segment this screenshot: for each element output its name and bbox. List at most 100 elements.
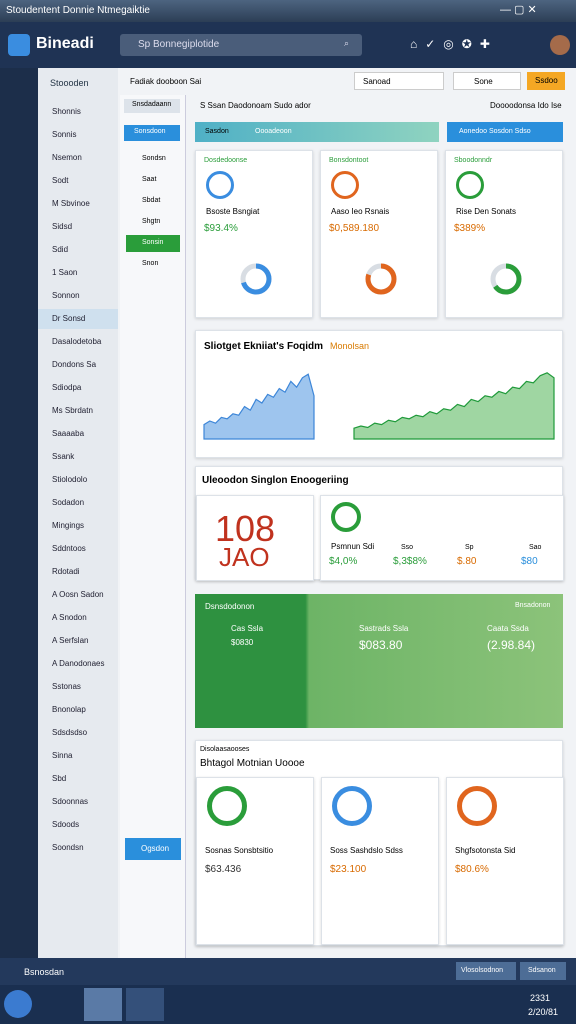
sidebar-item[interactable]: Sbd xyxy=(38,769,118,789)
sidebar-item[interactable]: A Serfslan xyxy=(38,631,118,651)
sidebar-item[interactable]: Sonnis xyxy=(38,125,118,145)
sidebar-item[interactable]: Sdsdsdso xyxy=(38,723,118,743)
banner-label: Sastrads Ssla xyxy=(359,624,409,633)
subnav-item[interactable]: Saat xyxy=(126,172,180,189)
sidebar-item[interactable]: Sodadon xyxy=(38,493,118,513)
app-bar: Bsnosdan Vlosolsodnon Sdsanon xyxy=(0,958,576,985)
sidebar-item[interactable]: Sonnon xyxy=(38,286,118,306)
banner-value: $0830 xyxy=(231,638,254,647)
sidebar-item[interactable]: Sstonas xyxy=(38,677,118,697)
sidebar-item-text: Sdid xyxy=(52,245,69,254)
sidebar-item[interactable]: Bnonolap xyxy=(38,700,118,720)
subnav-bottom[interactable]: Ogsdon xyxy=(125,838,181,860)
kpi-card: Sboodonndr Rise Den Sonats $389% xyxy=(445,150,563,318)
sidebar-item[interactable]: Dasalodetoba xyxy=(38,332,118,352)
select[interactable]: Sone xyxy=(453,72,521,90)
subnav-item[interactable]: Sbdat xyxy=(126,193,180,210)
sidebar-item[interactable]: A Danodonaes xyxy=(38,654,118,674)
tab[interactable]: Oooadeoon xyxy=(255,128,292,135)
taskbar-app[interactable] xyxy=(126,988,164,1021)
select[interactable]: Sanoad xyxy=(354,72,444,90)
status-caption: Sao xyxy=(529,544,542,551)
sidebar-item[interactable]: 1 Saon xyxy=(38,263,118,283)
kpi-icon xyxy=(331,171,359,199)
sidebar-item[interactable]: Mingings xyxy=(38,516,118,536)
sidebar-item[interactable]: Sinna xyxy=(38,746,118,766)
sidebar-item[interactable]: Saaaaba xyxy=(38,424,118,444)
sidebar-item[interactable]: Dr Sonsd xyxy=(38,309,118,329)
sidebar-item-text: 1 Saon xyxy=(52,268,78,277)
kpi-value: $93.4% xyxy=(204,223,238,234)
subnav-item[interactable]: Snon xyxy=(126,256,180,273)
subnav: Snsdadaann Sonsdoon Ogsdon Sondsn Saat Sbda… xyxy=(120,95,186,958)
window-controls[interactable]: — ▢ ✕ xyxy=(500,4,537,16)
sidebar-item[interactable]: Sdid xyxy=(38,240,118,260)
area-series xyxy=(203,373,315,440)
sidebar-item[interactable]: Stiolodolo xyxy=(38,470,118,490)
sidebar-item[interactable]: Sdiodpa xyxy=(38,378,118,398)
sidebar-item[interactable]: Shonnis xyxy=(38,102,118,122)
tab[interactable]: Sasdon xyxy=(205,128,229,135)
kpi-tag: Bonsdontoot xyxy=(329,157,369,164)
sidebar-item[interactable]: Ms Sbrdatn xyxy=(38,401,118,421)
header-icons[interactable]: ⌂✓◎✪✚ xyxy=(410,37,498,51)
sidebar-item[interactable]: Sidsd xyxy=(38,217,118,237)
status-value: $4,0% xyxy=(329,556,358,567)
area-series xyxy=(353,372,555,440)
sidebar-item-text: Sidsd xyxy=(52,222,73,231)
tab-button[interactable]: Aonedoo Sosdon Sdso xyxy=(447,122,563,142)
subnav-item[interactable]: Shgtn xyxy=(126,214,180,231)
status-panel: Uleoodon Singlon Enoogeriing 108 JAO Psmn… xyxy=(195,466,564,581)
subnav-item[interactable]: Sondsn xyxy=(126,151,180,168)
sidebar-title: Stoooden xyxy=(50,78,89,88)
logo xyxy=(8,34,30,56)
sidebar-item-text: Sonnis xyxy=(52,130,77,139)
sidebar-item[interactable]: Sodt xyxy=(38,171,118,191)
sidebar-item[interactable]: M Sbvinoe xyxy=(38,194,118,214)
trend-title: Sliotget Ekniiat's Foqidm xyxy=(204,341,324,352)
app-button[interactable]: Vlosolsodnon xyxy=(456,962,516,980)
banner-title: Dsnsdodonon xyxy=(205,602,255,611)
sidebar-item-text: Sdsdsdso xyxy=(52,728,88,737)
breadcrumb: S Ssan Daodonoam Sudo ador xyxy=(200,101,311,110)
product-card: Soss Sashdslo Sdss $23.100 xyxy=(321,777,439,945)
sidebar-item-text: Sodadon xyxy=(52,498,85,507)
gauge-arc xyxy=(490,263,522,295)
sidebar-item[interactable]: Nsemon xyxy=(38,148,118,168)
sidebar-item[interactable]: Rdotadi xyxy=(38,562,118,582)
sidebar-item-text: Sstonas xyxy=(52,682,81,691)
sidebar-item-text: Mingings xyxy=(52,521,85,530)
subnav-item-text: Sondsn xyxy=(142,155,166,162)
sidebar-item[interactable]: A Snodon xyxy=(38,608,118,628)
sidebar-item[interactable]: A Oosn Sadon xyxy=(38,585,118,605)
header: Bineadi Sp Bonnegiplotide ⌕ ⌂✓◎✪✚ xyxy=(0,22,576,68)
sidebar-item-text: A Danodonaes xyxy=(52,659,105,668)
toolbar-button[interactable]: Ssdoo xyxy=(527,72,565,90)
big-number-sub: JAO xyxy=(219,542,270,572)
sidebar-item[interactable]: Soondsn xyxy=(38,838,118,858)
sidebar-item[interactable]: Sdoonnas xyxy=(38,792,118,812)
app-button[interactable]: Sdsanon xyxy=(520,962,566,980)
sidebar-item-text: Sinna xyxy=(52,751,73,760)
sidebar-item[interactable]: Sdoods xyxy=(38,815,118,835)
app-bar-label: Bsnosdan xyxy=(24,967,65,977)
app-button-text: Sdsanon xyxy=(528,967,556,974)
sidebar-item-text: M Sbvinoe xyxy=(52,199,90,208)
subnav-item[interactable]: Sonsin xyxy=(126,235,180,252)
sidebar-item[interactable]: Dondons Sa xyxy=(38,355,118,375)
subnav-button[interactable]: Sonsdoon xyxy=(124,125,180,141)
trend-panel: Sliotget Ekniiat's Foqidm Monolsan xyxy=(195,330,563,458)
sidebar-item-text: Sbd xyxy=(52,774,67,783)
kpi-card: Bonsdontoot Aaso Ieo Rsnais $0,589.180 xyxy=(320,150,438,318)
subnav-top[interactable]: Snsdadaann xyxy=(124,99,180,113)
search-box[interactable]: Sp Bonnegiplotide ⌕ xyxy=(120,34,362,56)
avatar[interactable] xyxy=(550,35,570,55)
sidebar-item[interactable]: Sddntoos xyxy=(38,539,118,559)
taskbar-app[interactable] xyxy=(84,988,122,1021)
status-caption: Sso xyxy=(401,544,414,551)
clock-time: 2331 xyxy=(530,993,551,1003)
product-label: Sosnas Sonsbtsitio xyxy=(205,846,274,855)
sidebar-item[interactable]: Ssank xyxy=(38,447,118,467)
subnav-top-text: Snsdadaann xyxy=(132,101,172,108)
start-button[interactable] xyxy=(4,990,32,1018)
